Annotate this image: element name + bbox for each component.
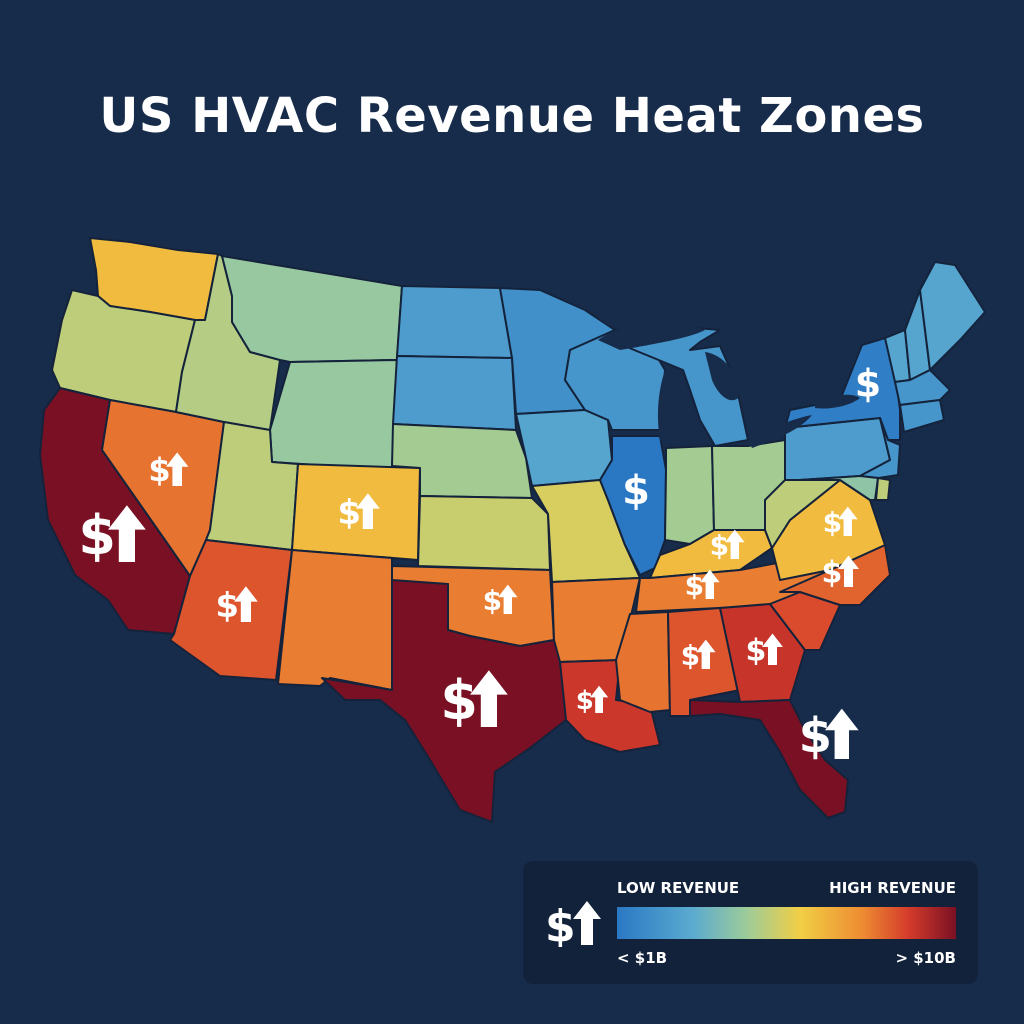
up-arrow-icon (725, 529, 745, 559)
legend-high-label: HIGH REVENUE (829, 879, 956, 897)
state-wy[interactable] (269, 359, 398, 471)
lake-superior (598, 321, 705, 350)
up-arrow-icon (166, 452, 189, 486)
state-sc[interactable] (769, 591, 841, 651)
up-arrow-icon (234, 586, 258, 622)
legend-min-label: < $1B (617, 949, 668, 967)
marker-va: $ (823, 506, 858, 539)
dollar-icon: $ (855, 361, 881, 405)
dollar-icon: $ (545, 901, 576, 947)
up-arrow-icon (838, 555, 859, 587)
marker-fl: $ (799, 708, 859, 764)
legend: $ LOW REVENUE HIGH REVENUE < $1B > $10B (523, 861, 978, 984)
state-sd[interactable] (392, 355, 517, 431)
marker-nv: $ (148, 451, 189, 489)
legend-gradient-bar (617, 907, 956, 939)
state-fl[interactable] (689, 699, 849, 819)
dollar-icon: $ (799, 708, 832, 764)
dollar-icon: $ (576, 686, 594, 716)
marker-al: $ (681, 639, 716, 672)
lake-michigan (657, 369, 689, 445)
dollar-icon: $ (823, 506, 842, 539)
marker-co: $ (337, 493, 380, 533)
up-arrow-icon (573, 901, 601, 945)
marker-tx: $ (440, 669, 508, 732)
state-de[interactable] (875, 477, 891, 501)
up-arrow-icon (825, 708, 859, 759)
dollar-icon: $ (440, 669, 478, 732)
dollar-icon: $ (681, 639, 700, 672)
state-ia[interactable] (515, 409, 613, 487)
lake-huron (705, 352, 739, 401)
dollar-icon: $ (822, 556, 843, 591)
state-mt[interactable] (221, 255, 403, 363)
up-arrow-icon (700, 569, 720, 599)
marker-az: $ (215, 586, 258, 626)
state-nj[interactable] (859, 417, 901, 479)
state-ct[interactable] (899, 399, 945, 433)
dollar-icon: $ (215, 586, 239, 626)
dollar-icon: $ (148, 451, 170, 489)
marker-nc: $ (822, 555, 859, 591)
marker-ga: $ (746, 633, 783, 669)
marker-ok: $ (483, 584, 518, 617)
up-arrow-icon (590, 685, 609, 713)
up-arrow-icon (470, 670, 508, 727)
state-ga[interactable] (719, 603, 806, 703)
legend-low-label: LOW REVENUE (617, 879, 740, 897)
lake-ontario (815, 394, 860, 409)
state-ks[interactable] (417, 495, 551, 571)
marker-il: $ (622, 468, 650, 514)
state-me[interactable] (919, 261, 986, 371)
marker-ny: $ (855, 361, 881, 405)
lake-erie (748, 415, 812, 448)
up-arrow-icon (498, 584, 518, 614)
up-arrow-icon (838, 506, 858, 536)
map-title: US HVAC Revenue Heat Zones (99, 88, 925, 144)
marker-tn: $ (685, 569, 720, 602)
dollar-icon: $ (710, 529, 729, 562)
up-arrow-icon (108, 505, 146, 562)
up-arrow-icon (762, 633, 783, 665)
state-tx[interactable] (321, 579, 567, 823)
state-nm[interactable] (277, 549, 393, 691)
dollar-icon: $ (483, 584, 502, 617)
state-in[interactable] (664, 445, 715, 545)
legend-max-label: > $10B (895, 949, 956, 967)
dollar-icon: $ (78, 504, 116, 567)
great-lakes (598, 321, 860, 448)
dollar-icon: $ (746, 634, 767, 669)
marker-ca: $ (78, 504, 146, 567)
up-arrow-icon (696, 639, 716, 669)
state-layer (39, 237, 986, 823)
dollar-icon: $ (685, 569, 704, 602)
marker-ky: $ (710, 529, 745, 562)
state-il[interactable] (599, 435, 667, 576)
marker-layer: $$$$ $$ $$$$$ $$$$$ (78, 361, 881, 764)
dollar-up-icon: $ (545, 901, 601, 947)
state-nd[interactable] (396, 285, 513, 359)
dollar-icon: $ (622, 468, 650, 514)
marker-la: $ (576, 685, 609, 716)
dollar-icon: $ (337, 493, 361, 533)
up-arrow-icon (356, 493, 380, 529)
